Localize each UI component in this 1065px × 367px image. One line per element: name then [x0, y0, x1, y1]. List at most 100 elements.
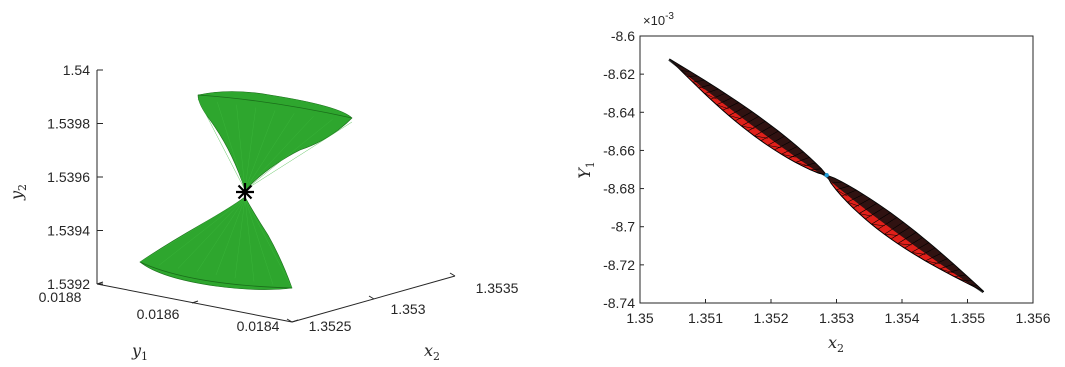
- facet-line: [911, 252, 926, 255]
- facet-line: [897, 243, 912, 246]
- facet-line: [954, 276, 970, 283]
- facet-line: [781, 146, 798, 155]
- y-tick-label: -8.68: [603, 181, 635, 197]
- facet-line: [830, 181, 842, 184]
- right-2d-plot: -8.6 -8.62 -8.64 -8.66 -8.68 -8.7 -8.72 -8.74 1…: [575, 11, 1051, 355]
- y-tick-label: -8.6: [611, 28, 635, 44]
- facet-line: [968, 283, 984, 292]
- z-tick-label: 1.5394: [47, 223, 90, 239]
- mesh-line: [215, 197, 246, 276]
- y-tick-label: -8.72: [603, 257, 635, 273]
- facet-line: [767, 145, 782, 149]
- facet-line: [847, 201, 860, 207]
- z-tick-label: 1.54: [63, 62, 90, 78]
- z-tick-label: 1.5398: [47, 116, 90, 132]
- x-axis-label: x2: [828, 333, 844, 355]
- y-tick-label: -8.64: [603, 104, 635, 120]
- mesh-line: [244, 113, 295, 191]
- y-tick-mark: [191, 300, 199, 304]
- facet-line: [890, 227, 910, 240]
- facet-line: [767, 135, 785, 146]
- facet-line: [810, 169, 827, 176]
- mesh-line: [217, 101, 246, 191]
- z-tick-label: 1.5392: [47, 276, 90, 292]
- facet-line: [716, 97, 732, 106]
- x-tick-label: 1.3525: [309, 318, 352, 334]
- x-tick-mark: [368, 295, 375, 300]
- mesh-line: [197, 98, 246, 191]
- mesh-line: [234, 197, 246, 279]
- facet-line: [884, 233, 898, 236]
- mesh-line: [196, 197, 246, 272]
- facet-line: [781, 153, 796, 158]
- facet-line: [810, 168, 822, 171]
- facet-line: [871, 212, 891, 225]
- mesh-line: [244, 197, 255, 282]
- facet-line: [692, 81, 705, 90]
- facet-line: [795, 157, 810, 163]
- y-ticks: -8.6 -8.62 -8.64 -8.66 -8.68 -8.7 -8.72 -8.74: [603, 28, 644, 311]
- mesh-line: [244, 107, 256, 191]
- y-tick-mark: [291, 319, 299, 323]
- facet-line: [858, 202, 878, 214]
- x-tick-label: 1.353: [819, 310, 854, 326]
- z-axis-label: y2: [7, 184, 29, 201]
- facet-line: [728, 106, 746, 116]
- x-tick-label: 1.354: [884, 310, 919, 326]
- y-exponent-label: ×10-3: [643, 11, 674, 28]
- y-axis-line: [96, 283, 293, 323]
- facet-line: [802, 162, 816, 167]
- facet-line: [884, 222, 904, 235]
- mesh-line: [236, 104, 246, 191]
- x-axis-label: x2: [424, 341, 440, 363]
- facet-line: [918, 247, 936, 257]
- plot-frame: [639, 35, 1034, 304]
- facet-line: [946, 269, 960, 274]
- x-tick-label: 1.35: [626, 310, 653, 326]
- y-ticks: 0.0184 0.0186 0.0188: [39, 281, 299, 334]
- upper-lobe: [668, 58, 829, 177]
- z-tick-label: 1.5396: [47, 169, 90, 185]
- lobe-shadow: [825, 175, 984, 294]
- x-tick-mark: [449, 272, 456, 277]
- x-tick-mark: [286, 318, 293, 323]
- y-axis-label: y1: [131, 341, 148, 363]
- facet-line: [795, 162, 811, 167]
- y-tick-label: -8.66: [603, 142, 635, 158]
- y-tick-label: 0.0186: [137, 306, 180, 322]
- facet-line: [836, 189, 848, 197]
- facet-line: [865, 207, 884, 220]
- facet-line: [698, 84, 712, 89]
- mesh-line: [244, 197, 293, 289]
- facet-line: [904, 237, 923, 249]
- x-ticks: 1.35 1.351 1.352 1.353 1.354 1.355 1.356: [626, 299, 1051, 326]
- facet-line: [734, 111, 753, 122]
- y-tick-label: -8.7: [611, 219, 635, 235]
- facet-line: [741, 125, 755, 129]
- y-tick-label: -8.74: [603, 295, 635, 311]
- facet-line: [760, 130, 779, 142]
- facet-line: [675, 64, 684, 68]
- facet-line: [847, 194, 864, 203]
- mesh-line: [139, 197, 246, 263]
- facet-line: [728, 115, 742, 120]
- lobe-shadow: [668, 58, 827, 177]
- facet-line: [836, 185, 850, 191]
- x-tick-label: 1.353: [390, 301, 425, 317]
- facet-line: [774, 141, 792, 151]
- facet-line: [747, 120, 766, 132]
- facet-line: [911, 242, 929, 253]
- mesh-line: [244, 197, 274, 285]
- facet-line: [925, 260, 940, 265]
- facet-line: [704, 88, 719, 94]
- mesh-line: [244, 116, 314, 191]
- facet-line: [681, 70, 691, 72]
- facet-line: [932, 258, 948, 266]
- apex-asterisk-marker: [236, 183, 254, 201]
- surface-lobes: [668, 58, 985, 294]
- lower-cone-surface: [139, 196, 293, 290]
- x-tick-label: 1.3535: [476, 280, 519, 296]
- x-tick-label: 1.356: [1015, 310, 1050, 326]
- facet-line: [954, 274, 966, 277]
